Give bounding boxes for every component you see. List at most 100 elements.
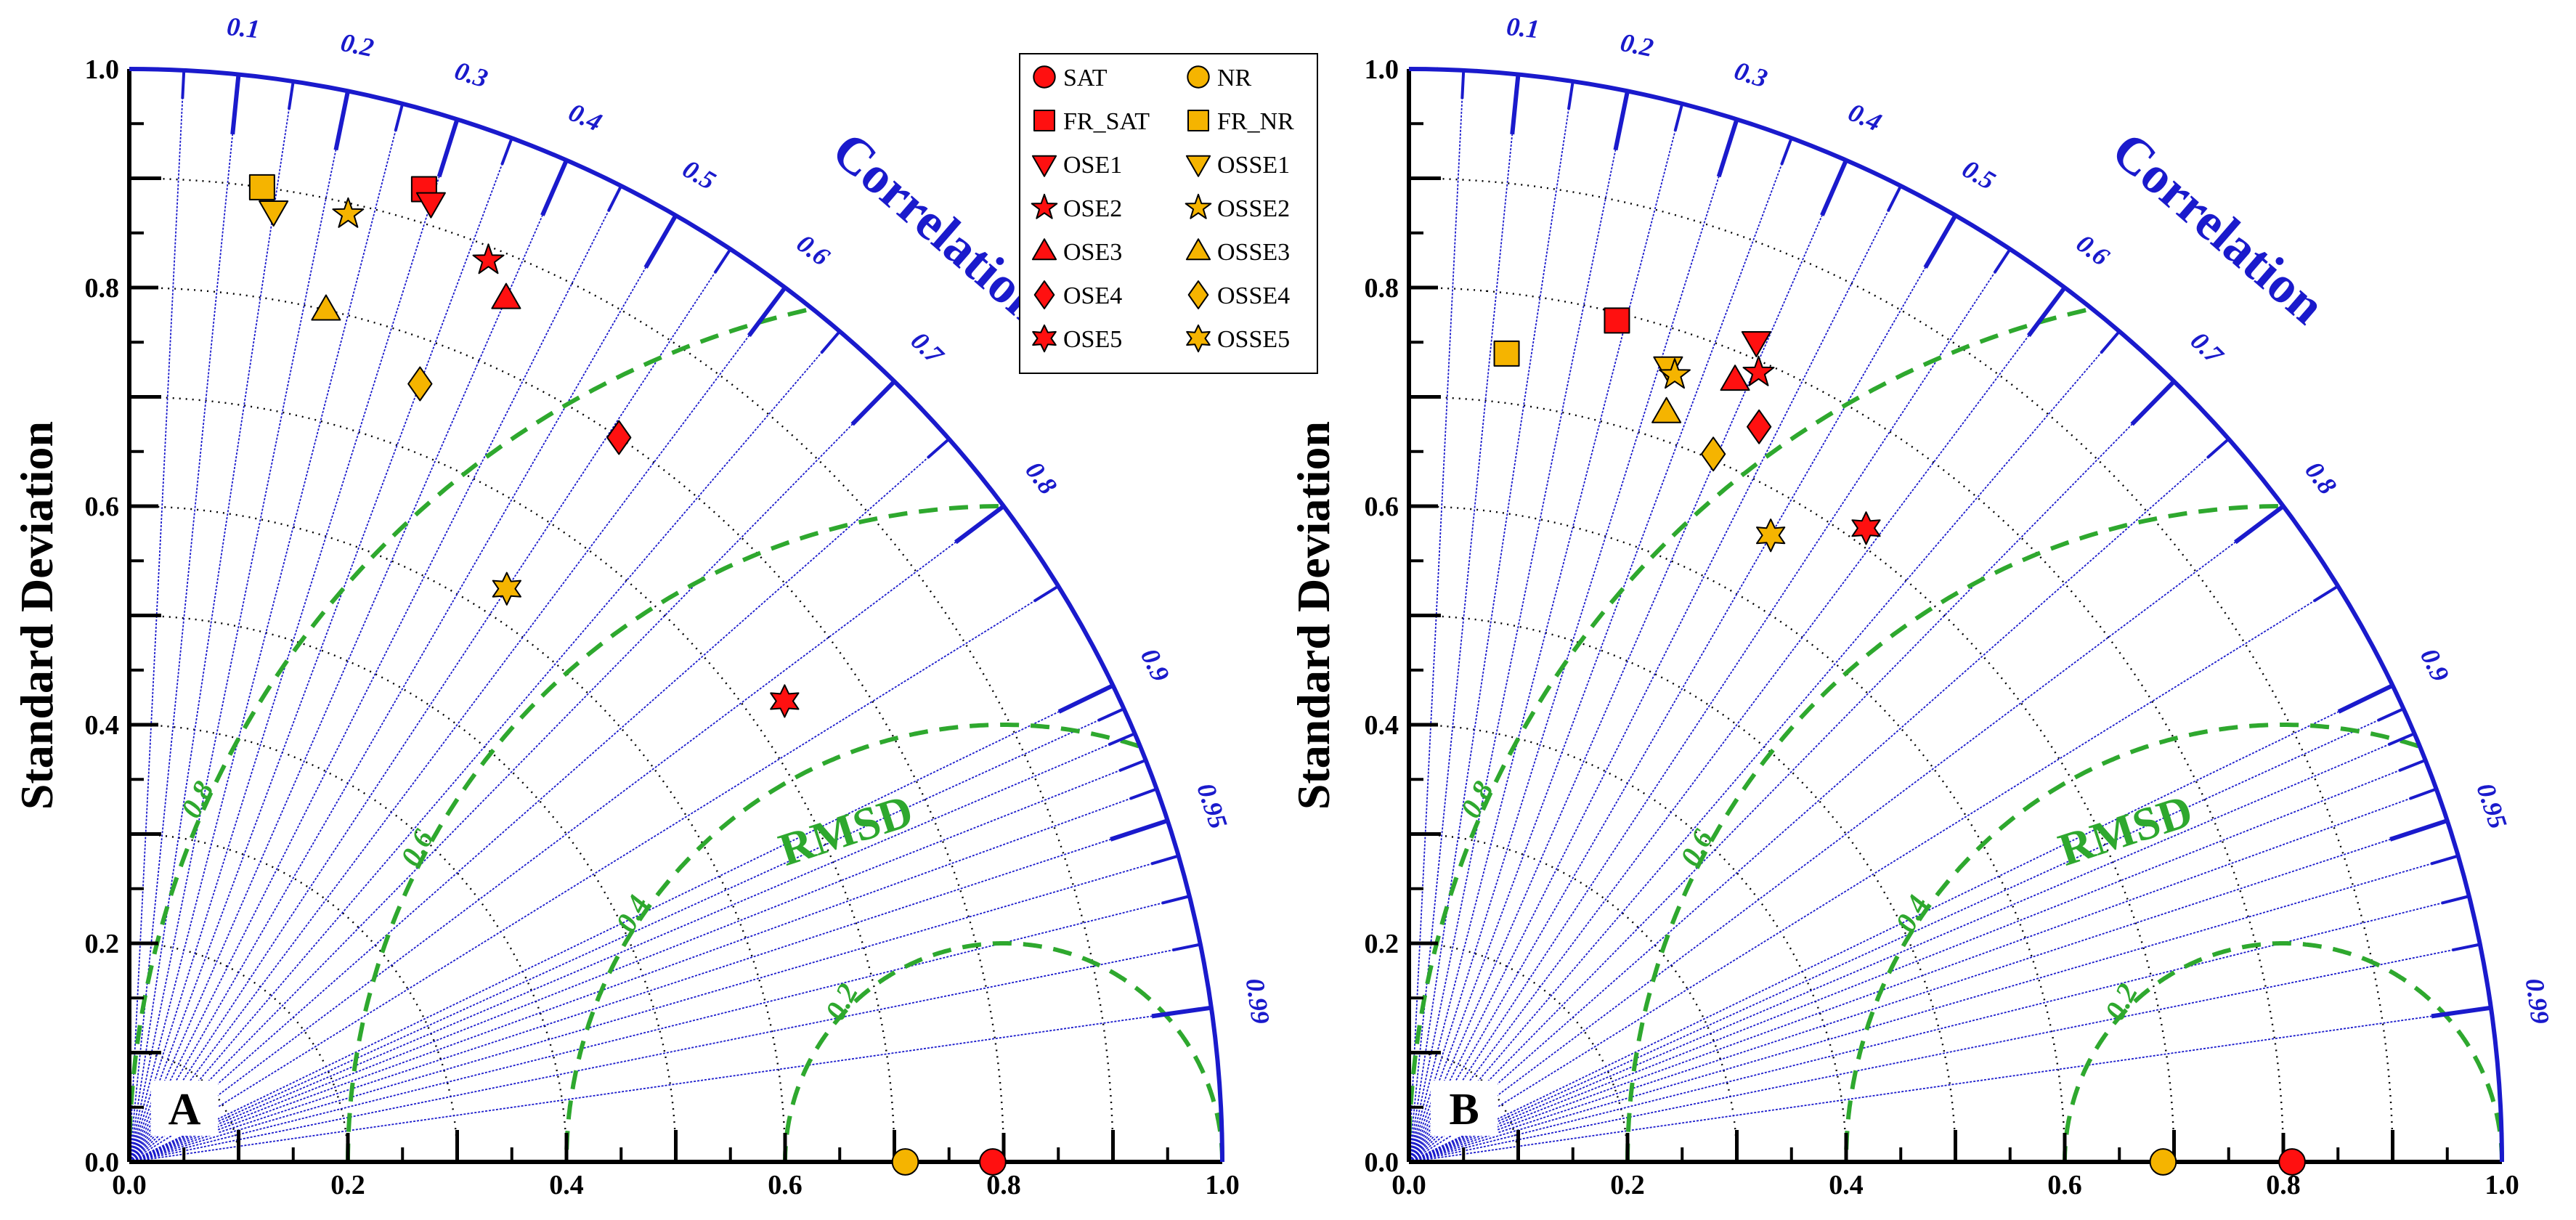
correlation-ray	[1408, 788, 2437, 1163]
y-tick-label: 1.0	[85, 54, 120, 85]
data-point-ose2	[1742, 355, 1775, 386]
correlation-tick-label: 0.1	[1506, 12, 1541, 44]
legend-label: OSE1	[1063, 152, 1122, 179]
correlation-ray	[129, 585, 1059, 1163]
x-tick-label: 0.0	[1391, 1170, 1426, 1200]
correlation-tick	[1129, 787, 1158, 800]
correlation-tick-label: 0.2	[1618, 28, 1656, 62]
correlation-ray	[1408, 505, 2284, 1163]
correlation-tick	[1993, 248, 2012, 274]
y-tick-label: 0.0	[1365, 1147, 1399, 1178]
legend-label: OSE2	[1063, 195, 1122, 222]
data-point-ose3	[1720, 365, 1750, 391]
data-point-ose4	[606, 420, 632, 455]
panel-label-box	[151, 1081, 218, 1136]
correlation-ray	[129, 820, 1169, 1163]
data-point-nr	[891, 1148, 919, 1176]
correlation-ray	[129, 381, 895, 1163]
correlation-tick	[2409, 787, 2437, 800]
std-grid-arc	[129, 286, 1005, 1163]
correlation-ray	[1408, 330, 2120, 1163]
correlation-tick-label: 0.99	[1240, 977, 1275, 1026]
rmsd-contour-label: 0.2	[2098, 978, 2144, 1025]
correlation-ray	[129, 330, 840, 1163]
correlation-tick-label: 0.4	[1844, 97, 1885, 137]
legend-marker-ose2	[1031, 193, 1058, 219]
correlation-tick	[2130, 380, 2176, 426]
data-point-osse2	[1659, 358, 1691, 389]
correlation-ray	[129, 759, 1146, 1163]
correlation-tick	[333, 90, 350, 151]
correlation-tick	[2100, 330, 2121, 354]
correlation-tick-label: 0.9	[1135, 644, 1176, 686]
correlation-tick	[1886, 185, 1903, 212]
correlation-ray	[129, 185, 622, 1163]
legend-label: OSSE1	[1217, 152, 1290, 179]
rmsd-contour	[127, 308, 807, 1162]
x-tick-label: 0.6	[768, 1170, 803, 1200]
correlation-tick	[2233, 504, 2285, 545]
correlation-tick	[436, 118, 460, 178]
legend-label: OSSE4	[1217, 282, 1290, 309]
correlation-ray	[129, 137, 513, 1163]
correlation-ray	[1408, 248, 2011, 1163]
std-grid-arc	[129, 723, 568, 1163]
correlation-ray	[129, 685, 1113, 1163]
x-tick-label: 0.4	[1829, 1170, 1864, 1200]
panel-label-box	[1431, 1081, 1498, 1136]
correlation-ray	[1408, 733, 2415, 1163]
y-axis-label: Standard Deviation	[11, 421, 62, 810]
data-point-sat	[979, 1148, 1007, 1176]
data-point-osse3	[1651, 396, 1682, 423]
correlation-tick	[1118, 758, 1147, 773]
std-grid-arc	[129, 177, 1114, 1163]
correlation-tick	[1161, 895, 1190, 905]
correlation-tick	[927, 438, 951, 459]
legend-label: OSSE2	[1217, 195, 1290, 222]
rmsd-contour	[783, 941, 1224, 1162]
legend-marker-osse5	[1186, 324, 1211, 353]
y-tick-label: 0.2	[1365, 929, 1399, 959]
legend-label: OSSE3	[1217, 239, 1290, 266]
legend-label: SAT	[1063, 65, 1108, 92]
y-tick-label: 1.0	[1365, 54, 1399, 85]
data-point-osse1	[259, 200, 289, 227]
correlation-tick	[2377, 707, 2405, 723]
correlation-tick	[1820, 159, 1848, 216]
rmsd-contour-label: 0.4	[609, 890, 655, 937]
y-axis-label: Standard Deviation	[1288, 421, 1339, 810]
correlation-ray	[1408, 1006, 2492, 1163]
correlation-tick	[2026, 286, 2067, 338]
data-point-ose3	[491, 282, 521, 309]
correlation-tick	[540, 159, 569, 216]
correlation-tick	[1151, 1005, 1212, 1019]
correlation-ray	[129, 119, 458, 1163]
x-tick-label: 0.2	[330, 1170, 365, 1200]
correlation-tick-label: 0.4	[564, 97, 606, 137]
rmsd-contour-label: 0.6	[1673, 824, 1719, 871]
correlation-tick-label: 0.2	[338, 28, 376, 62]
correlation-tick	[2398, 758, 2426, 773]
correlation-tick	[2431, 1005, 2492, 1019]
data-point-osse5	[1756, 518, 1786, 553]
correlation-ray	[1408, 137, 1792, 1163]
correlation-tick	[1057, 683, 1114, 714]
correlation-ray	[1408, 895, 2470, 1163]
correlation-tick	[2312, 585, 2339, 603]
data-point-osse2	[332, 197, 365, 228]
correlation-ray	[1408, 185, 1902, 1163]
rmsd-contour	[1407, 308, 2087, 1162]
correlation-tick	[2337, 683, 2394, 714]
correlation-ray	[1408, 585, 2339, 1163]
correlation-tick	[394, 103, 405, 132]
correlation-tick	[1567, 81, 1575, 110]
correlation-tick-label: 0.95	[2471, 780, 2513, 832]
rmsd-contour	[1625, 504, 2278, 1162]
std-grid-arc	[1408, 286, 2285, 1163]
x-tick-label: 1.0	[2484, 1170, 2519, 1200]
legend-marker-ose3	[1031, 238, 1057, 261]
std-grid-arc	[1408, 614, 1957, 1163]
rmsd-title: RMSD	[773, 784, 919, 876]
y-tick-label: 0.6	[85, 492, 120, 522]
correlation-ray	[129, 248, 731, 1163]
